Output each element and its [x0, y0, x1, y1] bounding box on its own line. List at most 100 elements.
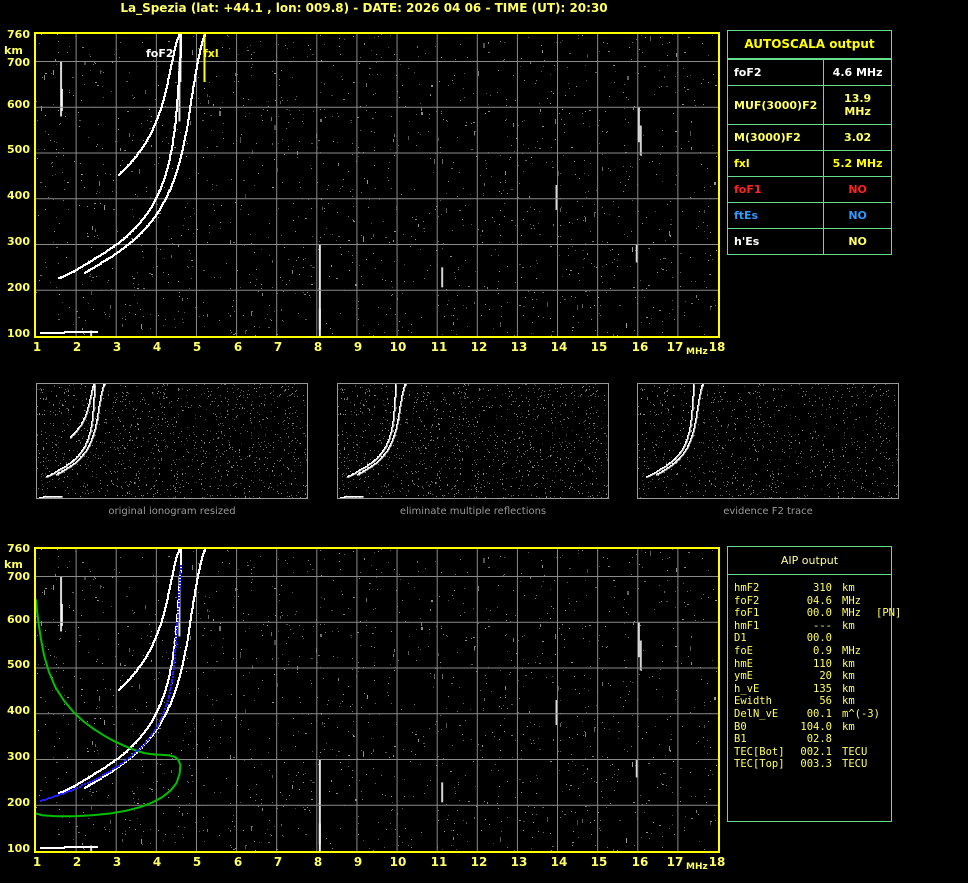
thumbnail-caption-2: eliminate multiple reflections — [399, 506, 547, 517]
top-y-tick-400: 400 — [7, 189, 30, 202]
aip-param-value: 002.1 — [800, 745, 832, 758]
aip-row: foE 0.9 MHz — [734, 645, 891, 658]
thumbnail-trace — [340, 496, 364, 498]
top-x-tick-14: 14 — [550, 340, 568, 354]
top-ionogram-panel: km 760 700 600 500 400 300 200 100 foF2 … — [0, 0, 728, 360]
bottom-x-tick-9: 9 — [353, 855, 363, 869]
marker-line-fof2 — [179, 34, 182, 82]
autoscala-row: fxl 5.2 MHz — [728, 150, 891, 177]
bottom-x-tick-12: 12 — [470, 855, 488, 869]
aip-row: Ewidth 56 km — [734, 695, 891, 708]
thumbnail-trace — [56, 384, 106, 476]
bottom-x-tick-18: 18 — [708, 855, 726, 869]
autoscala-param-label: MUF(3000)F2 — [728, 85, 825, 125]
autoscala-param-label: M(3000)F2 — [728, 124, 825, 151]
thumbnail-trace — [70, 384, 95, 439]
thumbnail-trace — [46, 384, 96, 478]
aip-param-unit: km — [842, 720, 855, 733]
thumbnail-original-ionogram[interactable] — [36, 383, 308, 499]
aip-param-label: Ewidth — [734, 695, 772, 708]
aip-param-unit: MHz — [842, 594, 861, 607]
top-ionogram-plot[interactable] — [34, 32, 720, 338]
thumbnail-caption-1: original ionogram resized — [108, 506, 236, 517]
autoscala-output-table: AUTOSCALA output foF2 4.6 MHz MUF(3000)F2 1… — [727, 30, 892, 255]
autoscala-param-value: 4.6 MHz — [823, 59, 891, 86]
bottom-y-tick-100: 100 — [7, 842, 30, 855]
autoscala-row: M(3000)F2 3.02 — [728, 124, 891, 151]
aip-param-label: hmE — [734, 657, 753, 670]
aip-param-unit: TECU — [842, 745, 868, 758]
aip-row: DelN_vE 00.1 m^(-3) — [734, 708, 891, 721]
aip-param-label: TEC[Bot] — [734, 745, 785, 758]
bottom-y-tick-700: 700 — [7, 570, 30, 583]
aip-param-value: --- — [813, 619, 832, 632]
aip-param-label: B1 — [734, 733, 747, 746]
aip-param-value: 02.8 — [806, 733, 832, 746]
marker-label-fof2: foF2 — [146, 47, 174, 60]
bottom-x-tick-1: 1 — [32, 855, 42, 869]
aip-row: TEC[Bot] 002.1 TECU — [734, 746, 891, 759]
bottom-ionogram-plot[interactable] — [34, 547, 720, 853]
aip-param-unit: km — [842, 619, 855, 632]
autoscala-row: h'Es NO — [728, 228, 891, 254]
aip-param-value: 00.0 — [806, 632, 832, 645]
autoscala-row: ftEs NO — [728, 202, 891, 229]
top-x-tick-1: 1 — [32, 340, 42, 354]
aip-param-unit: km — [842, 670, 855, 683]
top-x-tick-10: 10 — [389, 340, 407, 354]
autoscala-row: foF1 NO — [728, 176, 891, 203]
top-x-tick-5: 5 — [192, 340, 202, 354]
aip-row: foF1 00.0 MHz [PN] — [734, 607, 901, 620]
aip-param-label: TEC[Top] — [734, 758, 785, 771]
bottom-y-tick-400: 400 — [7, 704, 30, 717]
aip-row: hmF2 310 km — [734, 582, 891, 595]
bottom-x-tick-7: 7 — [273, 855, 283, 869]
page-title: La_Spezia (lat: +44.1 , lon: 009.8) - DA… — [120, 1, 608, 15]
aip-row: ymE 20 km — [734, 670, 891, 683]
aip-param-unit: m^(-3) — [842, 707, 880, 720]
thumbnail-trace — [646, 384, 695, 478]
autoscala-param-value: 5.2 MHz — [823, 150, 891, 177]
thumbnail-evidence-f2-trace[interactable] — [637, 383, 899, 499]
top-x-tick-18: 18 — [708, 340, 726, 354]
bottom-x-tick-14: 14 — [550, 855, 568, 869]
aip-title: AIP output — [728, 547, 891, 575]
top-x-unit-label: MHz — [686, 347, 708, 357]
thumbnail-eliminate-multiple-reflections[interactable] — [337, 383, 609, 499]
top-y-tick-100: 100 — [7, 327, 30, 340]
aip-param-label: h_vE — [734, 682, 760, 695]
bottom-y-unit-label: km — [4, 558, 23, 571]
autoscala-row: foF2 4.6 MHz — [728, 59, 891, 86]
aip-param-label: ymE — [734, 670, 753, 683]
bottom-y-tick-600: 600 — [7, 613, 30, 626]
bottom-y-tick-500: 500 — [7, 658, 30, 671]
thumbnail-trace — [357, 384, 407, 476]
aip-row: TEC[Top] 003.3 TECU — [734, 758, 891, 771]
top-x-tick-15: 15 — [590, 340, 608, 354]
thumbnail-trace — [39, 496, 63, 498]
autoscala-param-label: foF2 — [728, 59, 825, 86]
bottom-y-tick-200: 200 — [7, 796, 30, 809]
aip-param-unit: km — [842, 682, 855, 695]
top-y-tick-200: 200 — [7, 281, 30, 294]
bottom-x-tick-8: 8 — [313, 855, 323, 869]
aip-param-label: foF2 — [734, 594, 760, 607]
aip-param-value: 0.9 — [813, 644, 832, 657]
aip-row: hmF1 --- km — [734, 620, 891, 633]
top-x-tick-3: 3 — [112, 340, 122, 354]
bottom-x-tick-13: 13 — [510, 855, 528, 869]
aip-param-unit: km — [842, 657, 855, 670]
top-y-unit-label: km — [4, 44, 23, 57]
autoscala-param-value: NO — [823, 176, 891, 203]
aip-param-value: 104.0 — [800, 720, 832, 733]
thumbnail-noise — [638, 384, 898, 498]
bottom-x-tick-15: 15 — [590, 855, 608, 869]
marker-label-fxl: fxl — [203, 47, 219, 60]
autoscala-title: AUTOSCALA output — [728, 31, 891, 59]
aip-param-value: 135 — [813, 682, 832, 695]
echo-trace — [118, 549, 180, 691]
marker-line-fxl — [203, 34, 206, 82]
echo-trace — [58, 34, 182, 279]
top-x-tick-13: 13 — [510, 340, 528, 354]
aip-rows: hmF2 310 km foF2 04.6 MHz foF1 00.0 MHz [PN] hmF1 -… — [728, 575, 901, 771]
